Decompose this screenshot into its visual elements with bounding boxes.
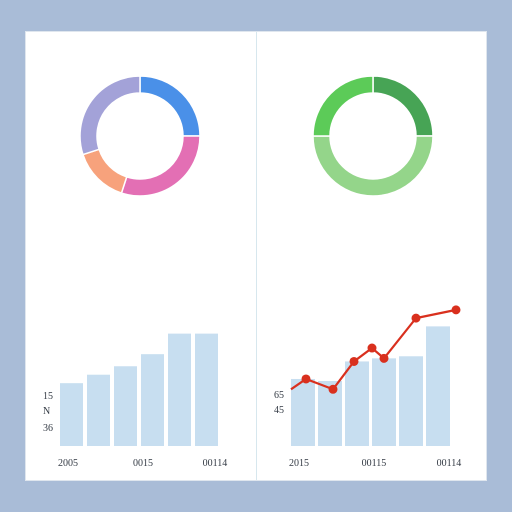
line-point <box>328 384 338 394</box>
xtick-label: 2005 <box>58 458 78 469</box>
xtick-label: 2015 <box>289 458 309 469</box>
bar <box>168 333 191 446</box>
xtick-label: 00114 <box>437 458 462 469</box>
donut-slice-0 <box>139 75 201 137</box>
bar-chart-right-xticks: 2015 00115 00114 <box>289 458 461 469</box>
donut-slice-1 <box>120 135 201 197</box>
bar-chart-left <box>60 333 218 446</box>
bar-chart-right-yticks: 65 45 <box>274 390 284 416</box>
xtick-label: 0015 <box>133 458 153 469</box>
donut-chart-left <box>79 75 201 197</box>
line-point <box>301 374 311 384</box>
line-point <box>349 356 359 366</box>
charts-canvas: 15 N 36 2005 0015 00114 65 45 2015 00115… <box>43 75 461 469</box>
line-path <box>290 308 457 391</box>
bar <box>399 356 423 446</box>
ytick-label: 36 <box>43 423 53 434</box>
ytick-label: 15 <box>43 391 53 402</box>
ytick-label: N <box>43 406 50 417</box>
bar <box>60 383 83 446</box>
bar-chart-right <box>291 326 450 446</box>
donut-slice-0 <box>372 75 434 137</box>
ytick-label: 65 <box>274 390 284 401</box>
donut-slice-1 <box>312 135 434 197</box>
ytick-label: 45 <box>274 405 284 416</box>
bar <box>195 333 218 446</box>
bar-chart-left-xticks: 2005 0015 00114 <box>58 458 227 469</box>
line-point <box>367 343 377 353</box>
line-point <box>411 313 421 323</box>
bar <box>372 358 396 446</box>
donut-slice-2 <box>81 148 128 195</box>
line-series-right <box>290 305 461 394</box>
donut-slice-3 <box>79 75 141 156</box>
bar <box>345 361 369 446</box>
bar <box>291 378 315 446</box>
xtick-label: 00115 <box>362 458 387 469</box>
bar-chart-left-yticks: 15 N 36 <box>43 391 53 434</box>
panel-divider <box>256 32 257 480</box>
bar <box>87 374 110 446</box>
xtick-label: 00114 <box>203 458 228 469</box>
bar <box>426 326 450 446</box>
dashboard-panel: 15 N 36 2005 0015 00114 65 45 2015 00115… <box>26 32 486 480</box>
donut-chart-right <box>312 75 434 197</box>
bar <box>141 354 164 446</box>
donut-slice-2 <box>312 75 374 137</box>
line-point <box>379 353 389 363</box>
bar <box>114 366 137 446</box>
line-point <box>451 305 461 315</box>
